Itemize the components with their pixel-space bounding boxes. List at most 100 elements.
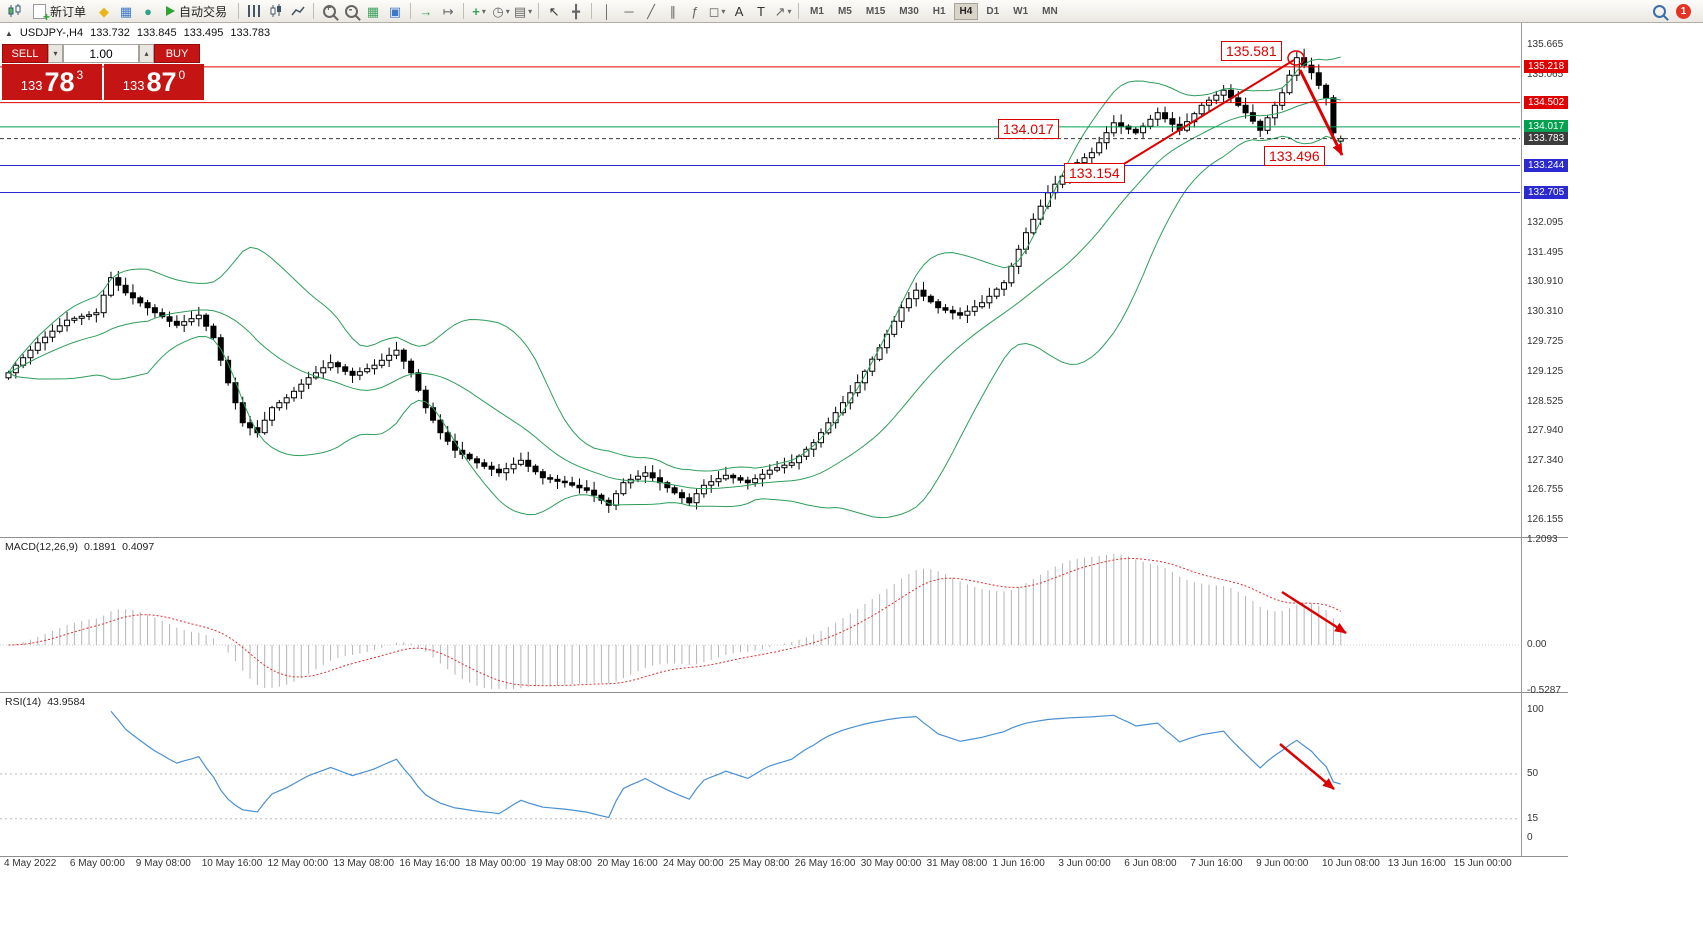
new-order-label: 新订单 [50,4,87,19]
price-axis-label: 131.495 [1527,247,1564,258]
vertical-line-button[interactable]: │ [597,2,617,21]
time-axis-label: 3 Jun 00:00 [1058,858,1111,869]
sell-price-point: 3 [76,68,84,82]
bar-chart-icon [248,5,261,17]
separator [410,3,412,19]
price-axis-label: 127.940 [1527,424,1564,436]
candlestick-type-button[interactable] [266,2,286,21]
time-axis-label: 25 May 08:00 [728,858,790,869]
one-click-trade-panel: SELL ▾ ▴ BUY 133 78 3 133 87 0 [2,44,204,100]
line-chart-icon [291,6,305,16]
price-axis[interactable]: 135.665 135.065 132.095 131.495 130.910 130.3… [1523,0,1593,900]
tile-windows-button[interactable]: ▣ [385,2,405,21]
line-chart-type-button[interactable] [288,2,308,21]
one-click-toggle-icon[interactable]: ▲ [5,28,13,38]
separator [238,3,240,19]
timeframe-group: M1 M5 M15 M30 H1 H4 D1 W1 MN [803,2,1065,20]
timeframe-button-M30[interactable]: M30 [899,5,919,17]
price-axis-label: 129.725 [1527,335,1564,347]
time-axis[interactable]: 4 May 2022 6 May 00:00 9 May 08:00 10 May 1… [0,858,1568,872]
timeframe-button-M15[interactable]: M15 [865,5,886,17]
horizontal-line-button[interactable]: ─ [619,2,639,21]
price-axis-label: 130.910 [1527,276,1564,288]
sell-price-base: 133 [20,77,43,93]
new-order-icon [33,3,50,24]
arrows-button[interactable]: ↗ ▾ [773,2,793,21]
tile-windows-icon: ▣ [388,3,402,19]
buy-price[interactable]: 133 87 0 [104,64,204,100]
buy-button[interactable]: BUY [154,44,200,63]
new-chart-icon [8,4,21,17]
price-axis-label: 128.525 [1527,395,1564,407]
bar-high-value: 133.845 [136,27,177,39]
zoom-in-button[interactable] [319,2,339,21]
trendline-button[interactable]: ╱ [641,2,661,21]
fibonacci-button[interactable]: ƒ [685,2,705,21]
chevron-down-icon: ▾ [481,6,486,16]
zoom-out-button[interactable] [341,2,361,21]
time-axis-label: 24 May 00:00 [663,858,724,869]
price-axis-label: 130.310 [1527,306,1564,318]
templates-button[interactable]: ▤ ▾ [513,2,533,21]
clock-icon: ◷ [492,3,504,19]
cursor-button[interactable]: ↖ [544,2,564,21]
timeframe-button-H1[interactable]: H1 [932,5,946,17]
rsi-axis-label: 0 [1527,832,1533,843]
time-axis-label: 13 May 08:00 [333,858,395,869]
price-axis-label: 132.095 [1527,217,1564,228]
sell-price[interactable]: 133 78 3 [2,64,102,100]
terminal-button[interactable]: ● [138,2,158,21]
indicators-button[interactable]: + ▾ [469,2,489,21]
grid-button[interactable]: ▦ [363,2,383,21]
time-axis-label: 31 May 08:00 [926,858,988,869]
timeframe-button-M1[interactable]: M1 [810,5,824,17]
macd-title: MACD(12,26,9) [5,541,78,553]
search-icon[interactable] [1653,4,1666,18]
text-label-button[interactable]: T [751,2,771,21]
time-axis-label: 6 Jun 08:00 [1124,858,1177,869]
indicators-plus-icon: + [472,3,480,19]
notification-badge[interactable]: 1 [1676,3,1691,19]
auto-scroll-button[interactable]: → [416,2,436,21]
text-button[interactable]: A [729,2,749,21]
rsi-axis-label: 100 [1527,704,1544,715]
price-line-badge: 132.705 [1524,185,1569,199]
timeframe-button-D1[interactable]: D1 [986,5,1000,17]
volume-increase-button[interactable]: ▴ [139,44,154,63]
zoom-in-icon [322,3,336,18]
channel-button[interactable]: ∥ [663,2,683,21]
periods-button[interactable]: ◷ ▾ [491,2,511,21]
metaeditor-button[interactable]: ◆ [94,2,114,21]
timeframe-button-M5[interactable]: M5 [837,5,852,17]
time-axis-label: 10 May 16:00 [201,858,263,869]
price-axis-label: 129.125 [1527,365,1564,377]
terminal-icon: ● [144,3,152,19]
buy-price-point: 0 [178,68,186,82]
new-chart-button[interactable] [5,2,25,21]
grid-icon: ▦ [366,3,380,19]
price-line-badge: 134.502 [1524,95,1569,109]
time-axis-label: 9 May 08:00 [135,858,191,869]
timeframe-button-H4[interactable]: H4 [953,2,979,20]
volume-decrease-button[interactable]: ▾ [48,44,63,63]
time-axis-label: 1 Jun 16:00 [992,858,1045,869]
market-watch-icon: ▦ [119,3,133,19]
sell-button[interactable]: SELL [2,44,48,63]
toolbar: 新订单 ◆ ▦ ● 自动交易 ▦ ▣ → ↦ +▾ [0,0,1703,24]
shapes-button[interactable]: ◻ ▾ [707,2,727,21]
market-watch-button[interactable]: ▦ [116,2,136,21]
bar-chart-type-button[interactable] [244,2,264,21]
time-axis-label: 4 May 2022 [4,858,57,869]
shapes-icon: ◻ [708,3,720,19]
new-order-button[interactable]: 新订单 [27,2,92,24]
volume-input[interactable] [63,44,139,63]
chart-shift-button[interactable]: ↦ [438,2,458,21]
rsi-value: 43.9584 [47,696,86,708]
timeframe-button-MN[interactable]: MN [1042,5,1058,17]
crosshair-button[interactable]: ╋ [566,2,586,21]
time-axis-label: 15 Jun 00:00 [1453,858,1512,869]
timeframe-button-W1[interactable]: W1 [1013,5,1029,17]
autotrade-button[interactable]: 自动交易 [160,2,233,21]
time-axis-label: 30 May 00:00 [860,858,922,869]
